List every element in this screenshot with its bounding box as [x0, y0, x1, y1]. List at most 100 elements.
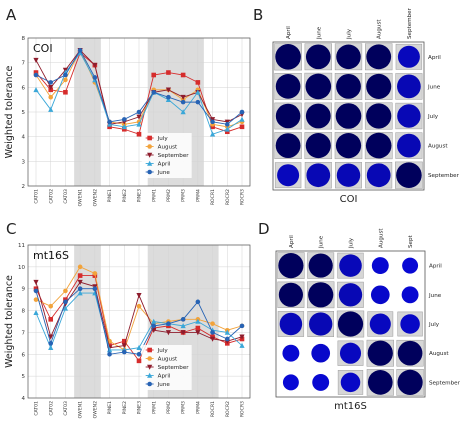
- x-tick-label: ROCR1: [210, 189, 216, 205]
- data-point-july: [136, 358, 142, 364]
- data-point-june: [151, 323, 157, 329]
- data-point-april: [195, 89, 201, 95]
- data-point-july: [48, 317, 54, 322]
- data-point-july: [121, 126, 127, 132]
- legend-marker-september: [147, 364, 153, 370]
- data-point-april: [209, 131, 216, 137]
- correlation-circle: [397, 133, 421, 158]
- data-point-april: [224, 126, 230, 132]
- column-label: August: [377, 19, 383, 39]
- correlation-circle: [402, 257, 419, 274]
- x-tick-label: OWEN2: [92, 401, 98, 418]
- correlation-circle: [397, 369, 423, 395]
- data-point-september: [92, 62, 98, 68]
- legend-marker-july: [147, 135, 152, 141]
- correlation-circle: [275, 44, 301, 70]
- row-label: August: [429, 351, 449, 357]
- correlation-circle: [400, 314, 420, 334]
- x-tick-label: CAT01: [34, 401, 40, 416]
- data-point-june: [121, 117, 127, 122]
- data-point-july: [121, 338, 127, 344]
- data-point-september: [48, 334, 54, 340]
- correlation-circle: [309, 312, 333, 336]
- x-tick-label: ROCR2: [225, 189, 231, 205]
- x-tick-label: PRM4: [195, 401, 201, 414]
- data-point-june: [151, 89, 157, 95]
- data-point-june: [136, 351, 142, 357]
- x-tick-label: ROCR2: [225, 401, 231, 417]
- data-point-june: [195, 299, 201, 305]
- data-point-june: [224, 122, 230, 127]
- correlation-circle: [340, 372, 361, 393]
- row-label: June: [427, 84, 441, 90]
- legend-marker-september: [147, 152, 153, 158]
- legend-marker-june: [147, 169, 152, 175]
- correlation-circle: [312, 373, 330, 391]
- legend-marker-april: [147, 372, 153, 378]
- data-point-june: [77, 48, 83, 53]
- correlation-circle: [308, 253, 333, 278]
- column-label: June: [316, 26, 322, 40]
- data-point-july: [77, 273, 83, 278]
- y-tick-label: 6: [22, 85, 26, 91]
- correlation-circle: [397, 74, 421, 99]
- row-label: April: [428, 55, 441, 61]
- row-label: July: [427, 114, 439, 120]
- correlation-circle: [397, 104, 421, 128]
- correlation-matrix-coi: April June July August September April June Jul…: [272, 7, 460, 205]
- data-point-april: [239, 342, 245, 348]
- data-point-june: [63, 72, 68, 78]
- legend-label: September: [158, 365, 190, 371]
- data-point-june: [195, 99, 201, 105]
- legend-label: June: [157, 382, 171, 388]
- correlation-circle: [275, 74, 301, 99]
- correlation-circle: [401, 286, 419, 304]
- data-point-july: [63, 89, 68, 95]
- data-point-august: [33, 297, 39, 302]
- legend-marker-april: [147, 160, 153, 166]
- data-point-september: [48, 85, 54, 91]
- column-label: September: [407, 7, 413, 39]
- y-tick-label: 4: [22, 396, 26, 402]
- gene-label: COI: [33, 42, 53, 55]
- data-point-july: [239, 124, 245, 130]
- data-point-july: [33, 70, 39, 75]
- x-tick-label: CAT01: [34, 189, 40, 204]
- y-tick-label: 2: [22, 184, 26, 190]
- y-tick-label: 3: [22, 159, 26, 165]
- y-tick-label: 7: [22, 330, 26, 336]
- data-point-july: [224, 129, 230, 135]
- correlation-circle: [337, 311, 364, 337]
- matrix-caption: COI: [340, 194, 358, 205]
- data-point-june: [210, 119, 215, 125]
- data-point-april: [180, 323, 186, 329]
- data-point-april: [151, 318, 157, 324]
- legend-label: July: [157, 348, 169, 354]
- correlation-matrix-mt16s: April June July August Sept April June July Augu…: [275, 228, 461, 412]
- panel-letter-c: C: [6, 220, 16, 238]
- data-point-june: [136, 109, 142, 115]
- correlation-circle: [279, 312, 303, 336]
- data-point-april: [136, 121, 142, 127]
- data-point-september: [209, 336, 216, 342]
- x-tick-label: PRM3: [181, 189, 187, 202]
- x-tick-label: PINE1: [107, 401, 113, 414]
- y-axis-label: Weighted tolerance: [4, 275, 15, 368]
- data-point-april: [121, 124, 127, 130]
- legend-label: April: [158, 162, 171, 168]
- data-point-april: [136, 344, 142, 351]
- y-tick-label: 5: [22, 374, 26, 380]
- data-point-april: [239, 116, 245, 122]
- data-point-july: [136, 131, 142, 137]
- data-point-june: [48, 80, 54, 85]
- legend-marker-august: [147, 144, 152, 149]
- correlation-circle: [371, 257, 389, 275]
- data-point-june: [77, 286, 83, 292]
- legend-label: September: [158, 153, 190, 159]
- column-label: July: [347, 28, 353, 40]
- x-tick-label: PINE1: [107, 189, 113, 202]
- data-point-june: [48, 341, 54, 346]
- x-tick-label: PRM2: [166, 401, 172, 414]
- data-point-september: [180, 94, 186, 100]
